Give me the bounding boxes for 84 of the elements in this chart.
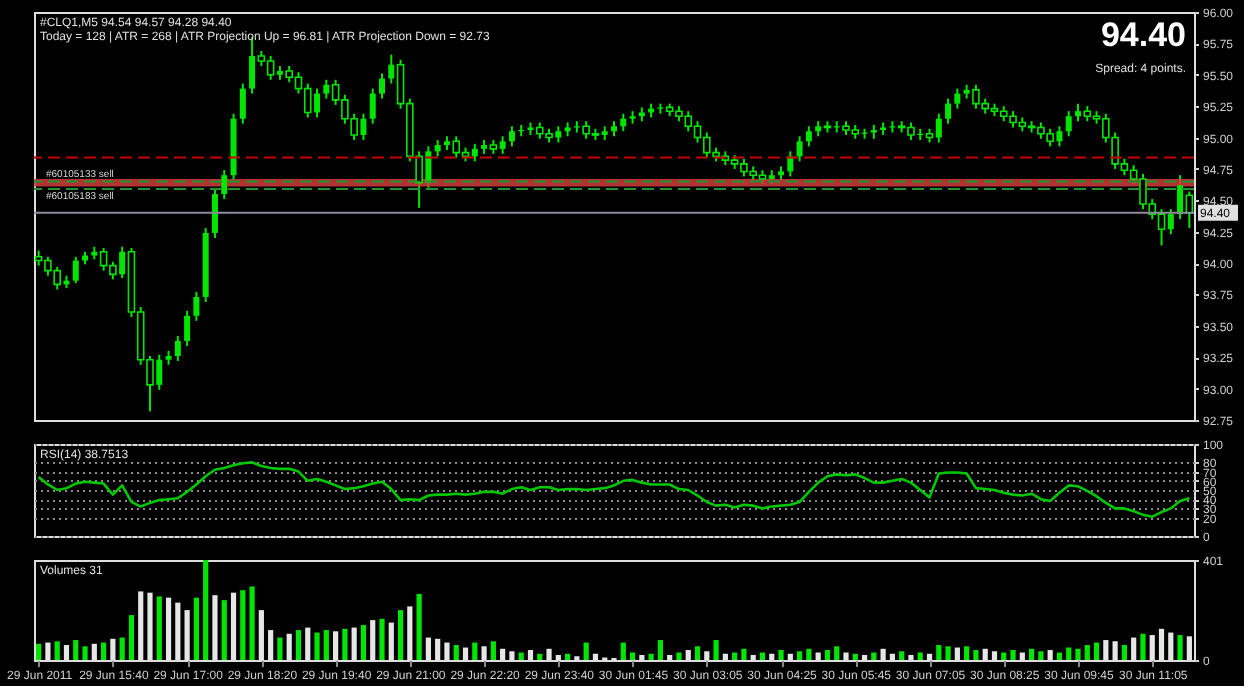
bar — [36, 643, 42, 660]
bar — [964, 646, 970, 660]
bar — [1121, 645, 1127, 660]
bar — [1140, 633, 1146, 660]
bar — [1084, 645, 1090, 660]
bar — [871, 652, 877, 660]
bar — [490, 641, 496, 660]
bar — [518, 652, 524, 660]
candlestick — [369, 87, 376, 125]
candlestick — [379, 72, 385, 100]
bar — [583, 642, 589, 660]
bar — [936, 645, 942, 660]
bar — [732, 652, 738, 660]
bar — [156, 596, 162, 660]
bar — [565, 653, 571, 660]
bar — [119, 637, 125, 660]
bar — [778, 650, 784, 660]
bar — [295, 630, 302, 660]
bar — [54, 641, 60, 660]
bar — [657, 640, 663, 660]
candlestick — [211, 188, 218, 239]
bar — [676, 652, 682, 660]
candlestick — [796, 135, 803, 163]
bar — [797, 651, 803, 660]
bar — [1038, 651, 1044, 660]
candlestick — [805, 125, 812, 148]
bar — [73, 640, 79, 660]
candlestick — [72, 255, 79, 285]
bar — [648, 653, 654, 660]
bar — [537, 653, 543, 660]
bar — [973, 650, 979, 660]
bar — [277, 637, 283, 660]
bar — [240, 590, 246, 660]
candlestick — [303, 82, 312, 119]
bar — [694, 646, 701, 660]
bar — [917, 652, 923, 660]
bar — [221, 600, 227, 660]
bar — [203, 560, 209, 660]
candlestick — [508, 125, 515, 148]
bar — [824, 650, 831, 660]
bar — [741, 648, 747, 660]
bar — [1093, 642, 1100, 660]
bar — [101, 642, 107, 660]
candlestick — [184, 309, 191, 347]
candlestick — [954, 87, 961, 110]
bar — [323, 630, 329, 660]
bar — [1056, 652, 1063, 660]
bar — [379, 618, 385, 660]
candlestick — [193, 290, 200, 322]
bar — [759, 652, 766, 660]
bar — [945, 646, 951, 660]
bar — [397, 610, 404, 660]
bar — [834, 646, 840, 660]
bar — [453, 645, 459, 660]
candlestick — [221, 169, 228, 201]
candlestick — [266, 54, 275, 81]
candlestick — [174, 334, 181, 362]
bar — [416, 593, 422, 660]
annotation: 94.40 — [1100, 16, 1186, 54]
bar — [314, 632, 320, 660]
bar — [1075, 648, 1081, 660]
bar — [1010, 650, 1016, 660]
candlestick — [945, 97, 952, 125]
bar — [713, 640, 719, 660]
bar — [620, 642, 626, 660]
bar — [1177, 635, 1183, 660]
line-series — [37, 461, 1191, 518]
bar — [128, 615, 135, 660]
bar — [1001, 652, 1007, 660]
bar — [360, 625, 367, 660]
candlestick — [452, 135, 461, 159]
bar — [1066, 647, 1072, 660]
bar — [82, 646, 88, 660]
bar — [1029, 648, 1035, 660]
bar — [249, 586, 255, 660]
candlestick — [239, 82, 246, 125]
bar — [193, 597, 199, 660]
bar — [899, 651, 905, 660]
bar — [342, 628, 348, 660]
candlestick — [1065, 110, 1072, 138]
bar — [472, 642, 478, 660]
bar — [852, 653, 858, 660]
bar — [806, 648, 812, 660]
bar — [629, 652, 636, 660]
